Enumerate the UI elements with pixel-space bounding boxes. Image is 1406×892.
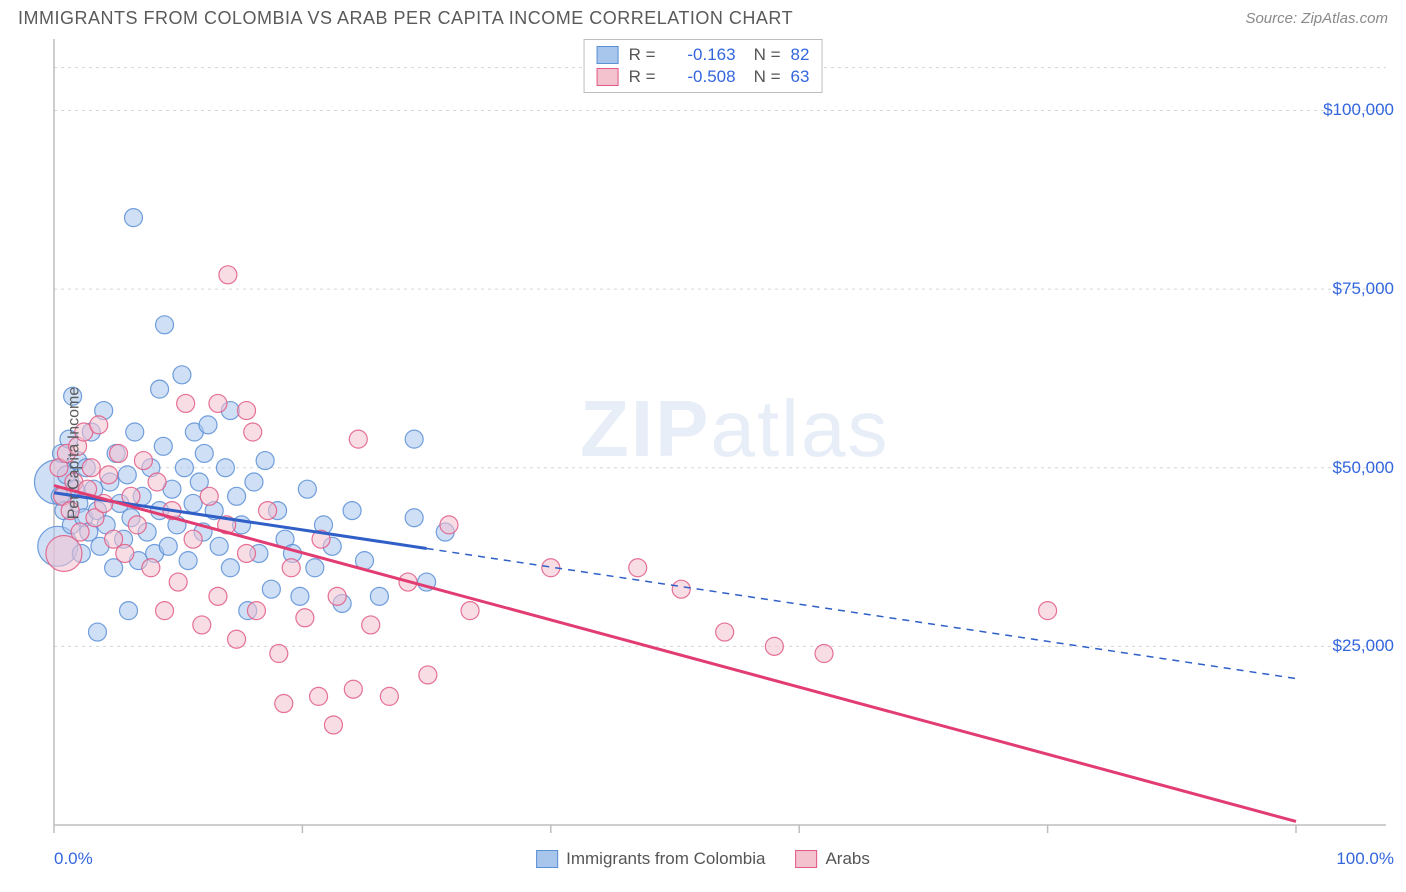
y-tick-label: $100,000 — [1323, 100, 1394, 120]
y-tick-label: $25,000 — [1333, 636, 1394, 656]
y-axis-label: Per Capita Income — [65, 387, 83, 520]
legend-item: Immigrants from Colombia — [536, 849, 765, 869]
legend-swatch — [597, 46, 619, 64]
legend-row: R = -0.163 N = 82 — [597, 44, 810, 66]
r-value: -0.508 — [671, 67, 736, 87]
source-attribution: Source: ZipAtlas.com — [1245, 10, 1388, 27]
n-value: 63 — [791, 67, 810, 87]
legend-swatch — [597, 68, 619, 86]
y-tick-label: $50,000 — [1333, 458, 1394, 478]
x-axis-min-label: 0.0% — [54, 849, 93, 869]
n-value: 82 — [791, 45, 810, 65]
chart-title: IMMIGRANTS FROM COLOMBIA VS ARAB PER CAP… — [18, 8, 793, 29]
legend-swatch — [795, 850, 817, 868]
series-legend: Immigrants from Colombia Arabs — [536, 849, 870, 869]
legend-label: Immigrants from Colombia — [566, 849, 765, 869]
legend-swatch — [536, 850, 558, 868]
legend-item: Arabs — [795, 849, 869, 869]
r-label: R = — [629, 67, 661, 87]
scatter-plot-svg — [0, 33, 1406, 873]
n-label: N = — [754, 67, 781, 87]
legend-row: R = -0.508 N = 63 — [597, 66, 810, 88]
chart-area: Per Capita Income ZIPatlas R =-0.163N =8… — [0, 33, 1406, 873]
x-axis-max-label: 100.0% — [1336, 849, 1394, 869]
y-tick-label: $75,000 — [1333, 279, 1394, 299]
legend-label: Arabs — [825, 849, 869, 869]
r-value: -0.163 — [671, 45, 736, 65]
correlation-legend: R = -0.163 N = 82 R = -0.508 N = 63 — [584, 39, 823, 93]
r-label: R = — [629, 45, 661, 65]
n-label: N = — [754, 45, 781, 65]
